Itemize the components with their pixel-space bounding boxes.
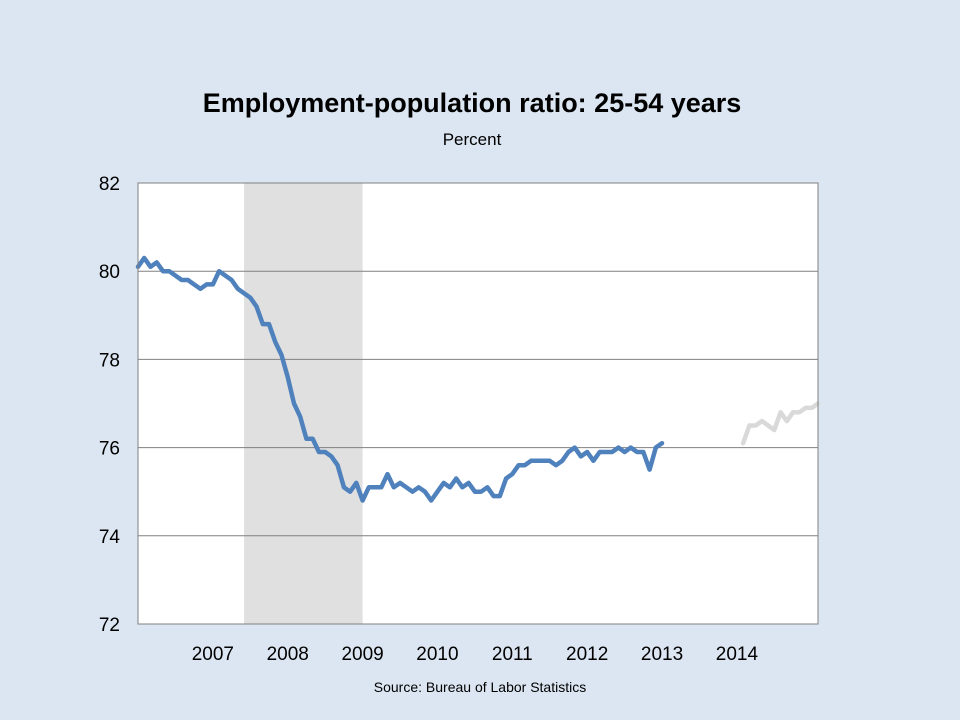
y-tick-label: 72	[99, 615, 120, 636]
series-line-projected	[740, 401, 821, 446]
x-tick-label: 2012	[566, 644, 608, 665]
y-tick-label: 76	[99, 439, 120, 460]
x-tick-label: 2008	[267, 644, 309, 665]
x-tick-label: 2010	[416, 644, 458, 665]
y-tick-label: 80	[99, 262, 120, 283]
y-tick-label: 74	[99, 527, 121, 548]
chart-subtitle: Percent	[442, 130, 502, 149]
chart-source: Source: Bureau of Labor Statistics	[373, 679, 587, 695]
x-tick-label: 2013	[641, 644, 683, 665]
y-tick-label: 78	[99, 350, 120, 371]
x-tick-label: 2009	[341, 644, 383, 665]
x-tick-label: 2014	[716, 644, 759, 665]
recession-shading	[244, 183, 363, 624]
x-tick-label: 2007	[192, 644, 234, 665]
y-tick-label: 82	[99, 174, 120, 195]
chart-title: Employment-population ratio: 25-54 years	[202, 88, 742, 118]
x-tick-label: 2011	[492, 644, 533, 665]
series-line-actual	[135, 255, 665, 503]
plot-frame	[137, 182, 819, 625]
plot-area	[138, 183, 818, 624]
